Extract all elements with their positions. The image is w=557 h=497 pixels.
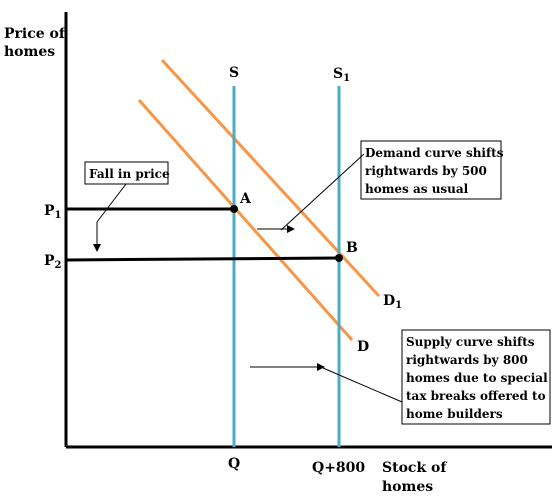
supply-shift-box xyxy=(401,329,551,425)
x-axis-label-line1: Stock of xyxy=(382,460,447,476)
price-line-p2 xyxy=(65,256,340,262)
supply-shift-line1: Supply curve shifts xyxy=(406,335,535,349)
demand-shift-line2: rightwards by 500 xyxy=(365,164,487,178)
demand-curve-d1 xyxy=(160,58,381,298)
fall-in-price-connector xyxy=(96,183,127,223)
price-label-p2-sub: 2 xyxy=(55,260,62,271)
x-axis-label-line2: homes xyxy=(382,479,433,495)
price-label-p2-main: P xyxy=(44,253,55,269)
supply-label-s: S xyxy=(229,65,239,81)
demand-label-d1-main: D xyxy=(383,293,395,309)
price-label-p1-main: P xyxy=(44,203,55,219)
fall-in-price-arrowhead xyxy=(93,244,101,252)
demand-shift-arrowhead xyxy=(287,225,295,233)
fall-in-price-box xyxy=(84,161,169,185)
supply-label-s1-main: S xyxy=(333,66,343,82)
supply-shift-line3: homes due to special xyxy=(406,371,548,385)
supply-shift-line2: rightwards by 800 xyxy=(406,353,528,367)
y-axis-label-line1: Price of xyxy=(4,26,66,42)
point-a-marker xyxy=(230,205,238,213)
quantity-label-q800: Q+800 xyxy=(312,460,365,476)
demand-shift-line3: homes as usual xyxy=(365,182,469,196)
demand-shift-box xyxy=(360,140,502,200)
y-axis-label-line2: homes xyxy=(4,44,55,60)
fall-in-price-label: Fall in price xyxy=(89,167,170,181)
supply-label-s1-sub: 1 xyxy=(343,73,350,84)
demand-label-d1: D1 xyxy=(383,293,402,311)
price-label-p1-sub: 1 xyxy=(55,210,62,221)
supply-label-s1: S1 xyxy=(333,66,350,84)
supply-shift-line5: home builders xyxy=(406,407,503,421)
point-b-marker xyxy=(335,254,343,262)
point-b-label: B xyxy=(346,240,358,256)
demand-label-d1-sub: 1 xyxy=(395,300,402,311)
price-label-p1: P1 xyxy=(44,203,62,221)
demand-shift-line1: Demand curve shifts xyxy=(365,146,504,160)
supply-shift-connector xyxy=(322,367,403,403)
quantity-label-q: Q xyxy=(228,456,240,472)
demand-label-d: D xyxy=(357,339,369,355)
demand-curve-d xyxy=(137,99,354,341)
price-label-p2: P2 xyxy=(44,253,62,271)
supply-shift-arrowhead xyxy=(317,363,325,371)
supply-shift-line4: tax breaks offered to xyxy=(406,389,546,403)
demand-shift-connector xyxy=(280,153,365,231)
point-a-label: A xyxy=(239,191,252,207)
